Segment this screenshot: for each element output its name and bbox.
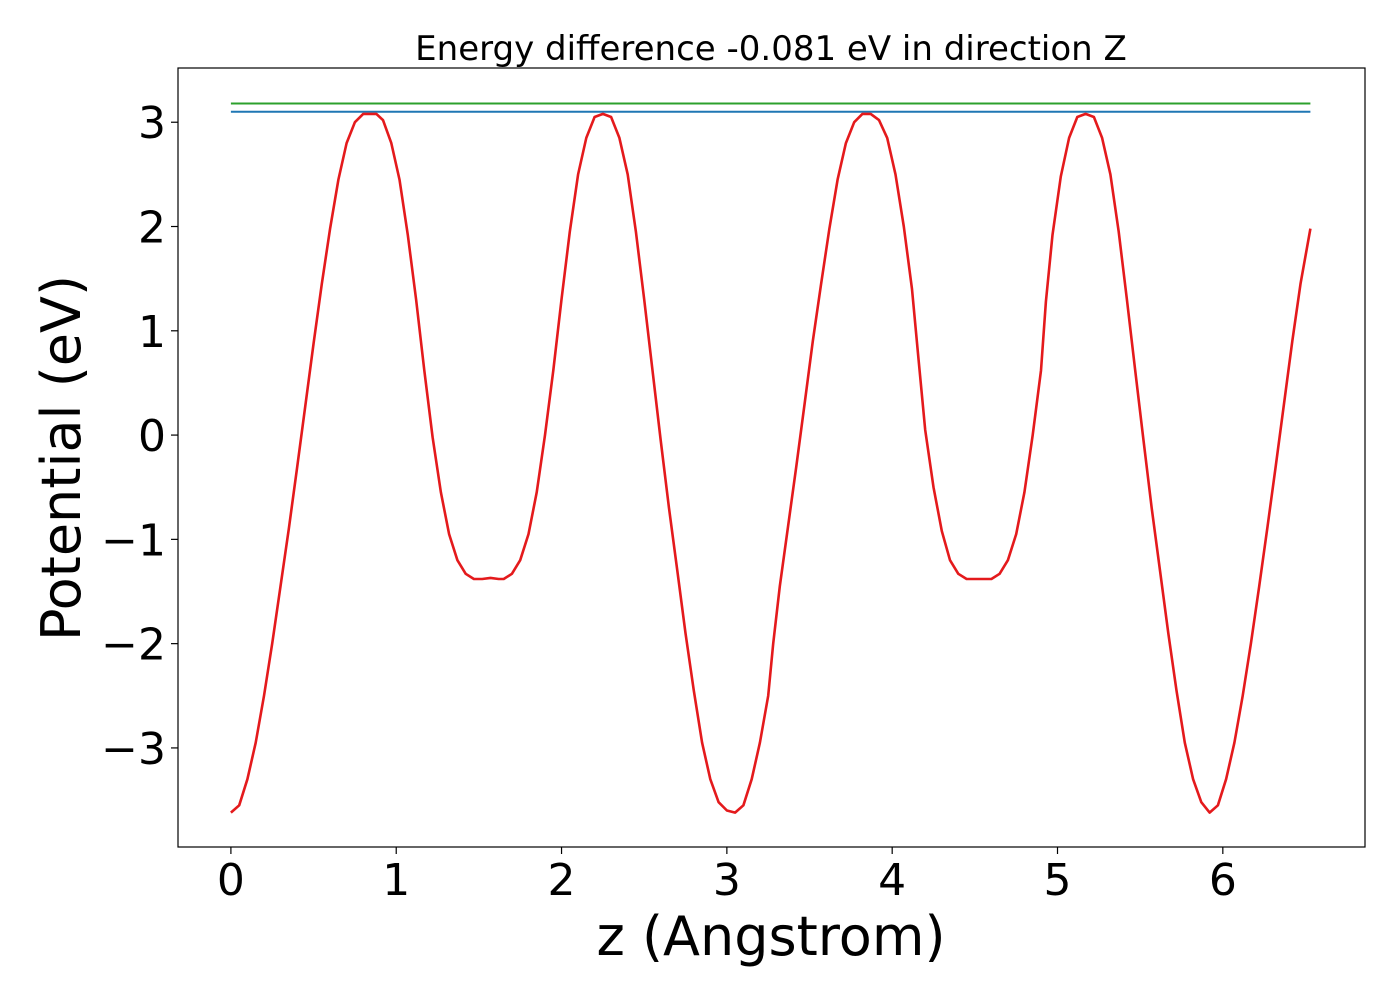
plot-area: 0 1 2 3 4 5 6 −3 −2 −1 0 1 2 3 xyxy=(101,67,1366,906)
y-tick-label: 0 xyxy=(138,411,166,462)
x-tick-label: 6 xyxy=(1209,855,1237,906)
x-axis-ticks: 0 1 2 3 4 5 6 xyxy=(217,847,1237,906)
y-tick-label: −1 xyxy=(101,515,166,566)
x-tick-label: 5 xyxy=(1044,855,1072,906)
y-tick-label: 1 xyxy=(138,307,166,358)
y-axis-ticks: −3 −2 −1 0 1 2 3 xyxy=(101,98,178,775)
y-tick-label: −3 xyxy=(101,724,166,775)
series-layer xyxy=(230,102,1312,814)
y-tick-label: 2 xyxy=(138,203,166,254)
x-tick-label: 1 xyxy=(382,855,410,906)
plot-frame xyxy=(177,67,1366,848)
x-tick-label: 3 xyxy=(713,855,741,906)
x-axis-label: z (Angstrom) xyxy=(596,905,945,968)
chart-title: Energy difference -0.081 eV in direction… xyxy=(415,29,1127,69)
x-tick-label: 2 xyxy=(548,855,576,906)
y-tick-label: −2 xyxy=(101,620,166,671)
x-tick-label: 4 xyxy=(878,855,906,906)
y-tick-label: 3 xyxy=(138,98,166,149)
y-axis-label: Potential (eV) xyxy=(30,275,93,641)
x-tick-label: 0 xyxy=(217,855,245,906)
series-line-3 xyxy=(230,112,1312,814)
